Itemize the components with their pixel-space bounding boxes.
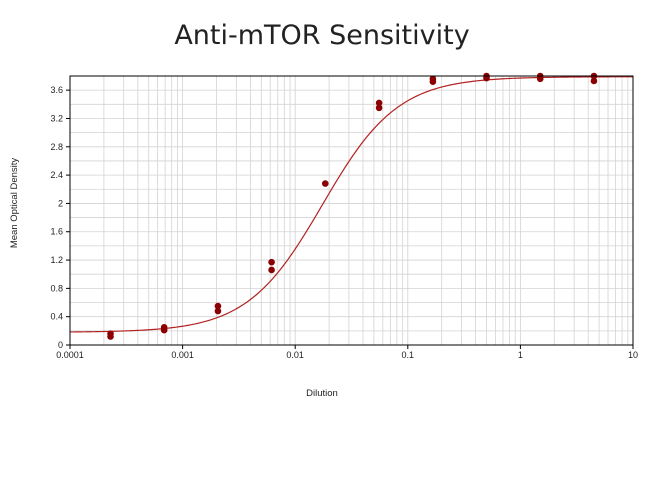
y-tick-label: 0.4	[50, 312, 63, 322]
data-point	[214, 302, 222, 310]
x-axis-ticks: 0.0001 0.001 0.01 0.1 1 10	[56, 345, 638, 360]
data-point	[268, 258, 275, 266]
x-tick-label: 0.01	[286, 350, 304, 360]
grid	[70, 76, 633, 345]
data-point	[429, 78, 437, 85]
data-point	[375, 104, 383, 112]
data-point	[321, 180, 329, 187]
data-point	[268, 266, 275, 274]
y-tick-label: 2.4	[50, 170, 63, 180]
y-tick-label: 0	[58, 340, 63, 350]
y-tick-label: 2.8	[50, 142, 63, 152]
y-tick-label: 0.8	[50, 283, 63, 293]
x-tick-label: 1	[518, 350, 523, 360]
y-tick-label: 3.2	[50, 113, 63, 123]
data-point	[107, 333, 114, 340]
data-point	[375, 99, 383, 107]
y-axis-label: Mean Optical Density	[9, 158, 20, 249]
chart-title: Anti-mTOR Sensitivity	[174, 20, 469, 51]
x-tick-label: 0.001	[171, 350, 194, 360]
data-point	[160, 326, 168, 334]
data-point	[214, 307, 222, 315]
x-tick-label: 0.1	[402, 350, 415, 360]
x-tick-label: 10	[628, 350, 638, 360]
data-point	[536, 75, 544, 83]
y-tick-label: 3.6	[50, 85, 63, 95]
plot-frame	[69, 75, 634, 346]
y-tick-label: 1.2	[50, 255, 63, 265]
y-tick-label: 1.6	[50, 227, 63, 237]
data-points	[107, 72, 598, 340]
x-axis-label: Dilution	[306, 388, 338, 399]
y-tick-label: 2	[58, 198, 63, 208]
data-point	[590, 77, 598, 85]
y-axis-ticks: 0 0.4 0.8 1.2 1.6 2 2.4 2.8 3.2 3.6	[50, 85, 70, 350]
x-tick-label: 0.0001	[56, 350, 84, 360]
fit-curve	[69, 76, 634, 333]
